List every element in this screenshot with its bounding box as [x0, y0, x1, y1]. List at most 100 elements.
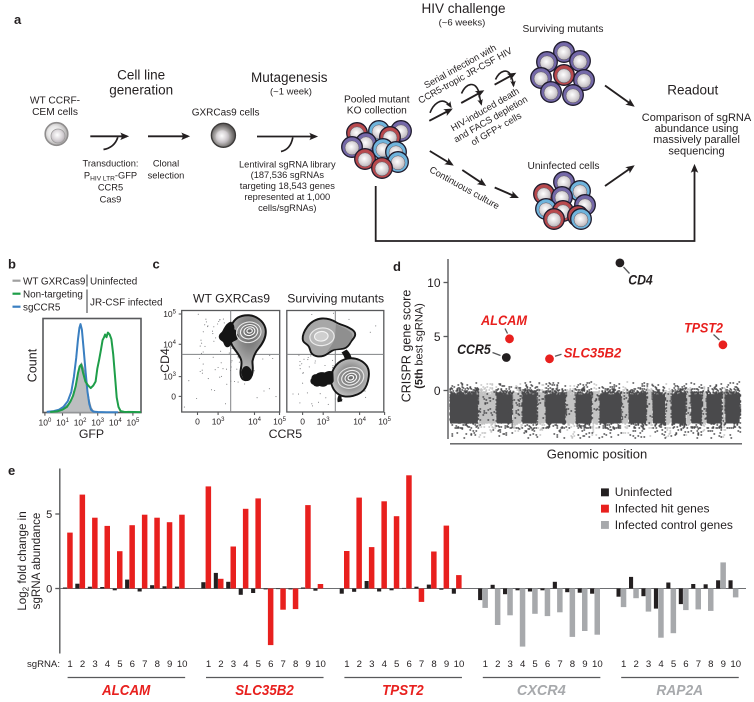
svg-text:sequencing: sequencing — [668, 145, 724, 157]
svg-text:Cell line: Cell line — [117, 67, 165, 82]
svg-text:Mutagenesis: Mutagenesis — [251, 70, 328, 85]
svg-text:sgRNA:: sgRNA: — [27, 659, 60, 670]
svg-text:Transduction:: Transduction: — [83, 158, 139, 168]
svg-text:(5th best sgRNA): (5th best sgRNA) — [414, 303, 426, 389]
svg-text:1: 1 — [206, 659, 211, 670]
svg-text:TPST2: TPST2 — [382, 682, 424, 699]
svg-text:Pooled mutant: Pooled mutant — [344, 94, 410, 105]
svg-text:2: 2 — [218, 659, 223, 670]
svg-text:2: 2 — [495, 659, 500, 670]
svg-text:8: 8 — [155, 659, 160, 670]
svg-text:3: 3 — [369, 659, 374, 670]
svg-text:CCR5: CCR5 — [269, 427, 303, 441]
svg-text:Cas9: Cas9 — [100, 194, 122, 204]
svg-text:cells/sgRNAs): cells/sgRNAs) — [258, 203, 316, 213]
svg-text:Uninfected: Uninfected — [90, 276, 137, 287]
svg-text:6: 6 — [683, 659, 688, 670]
svg-text:5: 5 — [671, 659, 676, 670]
svg-text:Surviving mutants: Surviving mutants — [287, 291, 384, 305]
svg-text:represented at 1,000: represented at 1,000 — [244, 192, 330, 202]
svg-text:6: 6 — [268, 659, 273, 670]
svg-text:6: 6 — [130, 659, 135, 670]
svg-text:104: 104 — [163, 339, 176, 349]
svg-text:Infected control genes: Infected control genes — [615, 518, 733, 532]
svg-text:e: e — [8, 463, 15, 478]
svg-text:1: 1 — [67, 659, 72, 670]
svg-text:Surviving mutants: Surviving mutants — [523, 24, 604, 35]
svg-text:2: 2 — [357, 659, 362, 670]
svg-text:6: 6 — [406, 659, 411, 670]
svg-text:WT GXRCas9: WT GXRCas9 — [193, 291, 270, 305]
svg-text:8: 8 — [570, 659, 575, 670]
svg-text:b: b — [8, 256, 16, 271]
svg-text:3: 3 — [646, 659, 651, 670]
svg-text:RAP2A: RAP2A — [656, 682, 703, 699]
svg-text:2: 2 — [80, 659, 85, 670]
svg-text:2: 2 — [633, 659, 638, 670]
svg-text:Lentiviral sgRNA library: Lentiviral sgRNA library — [239, 159, 336, 169]
svg-text:0: 0 — [434, 384, 441, 398]
svg-text:CD4: CD4 — [628, 272, 653, 287]
svg-text:4: 4 — [243, 659, 249, 670]
svg-text:ALCAM: ALCAM — [480, 313, 528, 328]
svg-text:massively parallel: massively parallel — [653, 134, 740, 146]
svg-text:1: 1 — [483, 659, 488, 670]
svg-text:JR-CSF infected: JR-CSF infected — [90, 298, 162, 309]
svg-text:Uninfected cells: Uninfected cells — [528, 161, 600, 172]
svg-text:selection: selection — [148, 170, 185, 180]
svg-text:7: 7 — [281, 659, 286, 670]
svg-text:100: 100 — [38, 418, 51, 428]
svg-text:a: a — [14, 12, 22, 27]
svg-text:1: 1 — [344, 659, 349, 670]
svg-text:10: 10 — [730, 659, 741, 670]
svg-text:TPST2: TPST2 — [684, 320, 723, 335]
svg-text:c: c — [153, 256, 160, 271]
svg-text:7: 7 — [142, 659, 147, 670]
svg-text:8: 8 — [708, 659, 713, 670]
svg-text:105: 105 — [273, 417, 286, 427]
svg-text:5: 5 — [532, 659, 537, 670]
svg-text:(~6 weeks): (~6 weeks) — [439, 17, 486, 28]
svg-text:8: 8 — [293, 659, 298, 670]
svg-text:4: 4 — [520, 659, 526, 670]
svg-text:Genomic position: Genomic position — [547, 446, 647, 461]
svg-text:7: 7 — [696, 659, 701, 670]
svg-text:sgCCR5: sgCCR5 — [23, 302, 61, 313]
svg-text:CXCR4: CXCR4 — [517, 682, 566, 699]
svg-text:101: 101 — [56, 418, 69, 428]
svg-text:5: 5 — [46, 509, 52, 521]
svg-text:GFP: GFP — [79, 427, 104, 441]
svg-text:9: 9 — [582, 659, 587, 670]
svg-text:Infected hit genes: Infected hit genes — [615, 502, 710, 516]
svg-text:SLC35B2: SLC35B2 — [235, 682, 294, 699]
svg-text:CRISPR gene score: CRISPR gene score — [400, 290, 414, 403]
svg-text:5: 5 — [394, 659, 399, 670]
svg-text:0: 0 — [195, 417, 200, 427]
svg-text:5: 5 — [117, 659, 122, 670]
svg-text:10: 10 — [592, 659, 603, 670]
svg-text:Comparison of sgRNA: Comparison of sgRNA — [642, 112, 752, 124]
svg-text:0: 0 — [171, 391, 176, 401]
svg-text:103: 103 — [317, 417, 330, 427]
svg-text:10: 10 — [177, 659, 188, 670]
svg-text:Log2 fold change in: Log2 fold change in — [16, 511, 31, 610]
svg-text:ALCAM: ALCAM — [101, 682, 151, 699]
svg-text:104: 104 — [109, 418, 122, 428]
svg-text:CEM cells: CEM cells — [32, 107, 78, 118]
svg-text:3: 3 — [92, 659, 97, 670]
svg-text:105: 105 — [378, 417, 391, 427]
svg-text:(187,536 sgRNAs: (187,536 sgRNAs — [251, 170, 325, 180]
svg-text:4: 4 — [105, 659, 111, 670]
svg-text:1: 1 — [621, 659, 626, 670]
svg-text:CD4: CD4 — [158, 348, 172, 373]
svg-text:SLC35B2: SLC35B2 — [564, 345, 622, 360]
svg-text:Uninfected: Uninfected — [615, 485, 672, 499]
svg-text:3: 3 — [231, 659, 236, 670]
svg-text:CCR5: CCR5 — [457, 342, 491, 357]
svg-text:CCR5: CCR5 — [98, 182, 123, 192]
svg-text:GXRCas9 cells: GXRCas9 cells — [192, 107, 260, 118]
svg-text:sgRNA abundance: sgRNA abundance — [30, 513, 43, 610]
svg-text:Non-targeting: Non-targeting — [23, 289, 83, 300]
svg-text:Count: Count — [26, 348, 40, 382]
svg-text:0: 0 — [300, 417, 305, 427]
